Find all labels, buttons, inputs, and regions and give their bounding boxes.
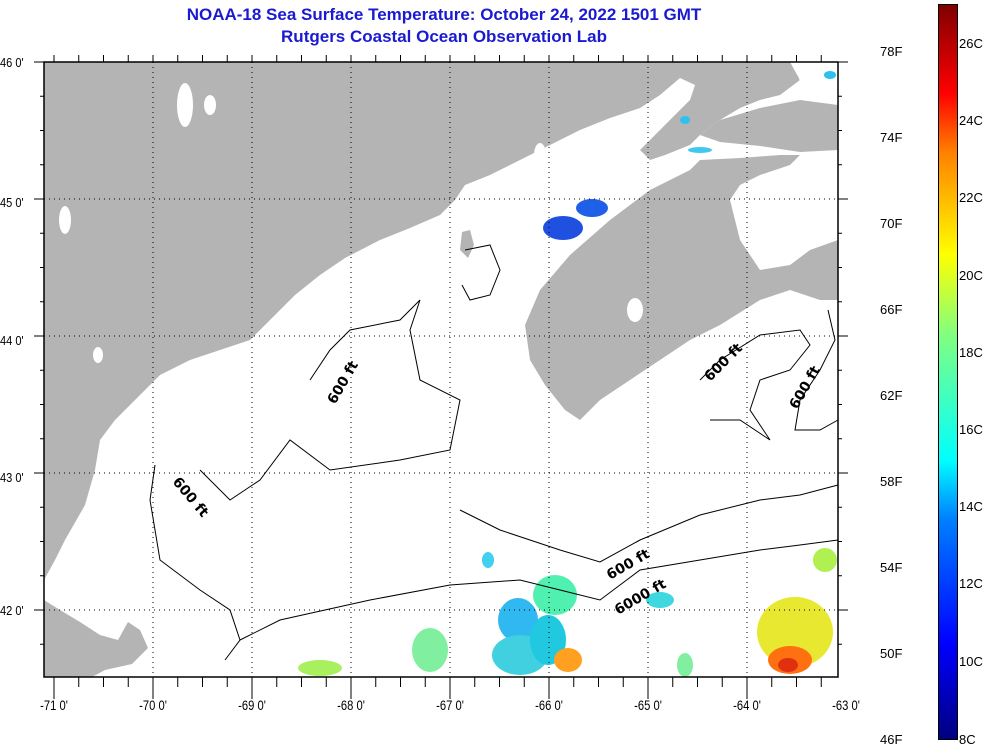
lon-label: -63 0'	[832, 697, 860, 713]
water-top-right	[795, 62, 838, 98]
lon-label: -65 0'	[634, 697, 662, 713]
colorbar-c-label: 20C	[959, 268, 983, 283]
lakes	[59, 83, 643, 363]
axis-ticks	[34, 55, 848, 699]
colorbar-c-label: 26C	[959, 36, 983, 51]
colorbar-c-label: 22C	[959, 190, 983, 205]
colorbar-c-label: 18C	[959, 345, 983, 360]
colorbar-c-label: 14C	[959, 499, 983, 514]
colorbar-c-label: 24C	[959, 113, 983, 128]
depth-contours	[149, 244, 839, 661]
lat-label: 45 0'	[0, 195, 24, 210]
colorbar-f-label: 58F	[880, 474, 903, 489]
title-line-2: Rutgers Coastal Ocean Observation Lab	[281, 27, 607, 46]
colorbar-f-label: 62F	[880, 388, 903, 403]
colorbar-c-label: 8C	[959, 732, 976, 747]
lat-label: 44 0'	[0, 333, 24, 348]
map-frame	[43, 61, 839, 678]
contour-banks	[461, 244, 501, 301]
contour-600ft-east1	[699, 329, 811, 441]
lon-label: -67 0'	[436, 697, 464, 713]
colorbar-f-label: 54F	[880, 560, 903, 575]
lon-label: -71 0'	[40, 697, 68, 713]
land-grand-manan	[460, 230, 474, 258]
colorbar-c-label: 10C	[959, 654, 983, 669]
colorbar-f-label: 70F	[880, 216, 903, 231]
lon-label: -64 0'	[733, 697, 761, 713]
sst-patches	[298, 71, 837, 677]
colorbar-c-label: 16C	[959, 422, 983, 437]
contour-600ft-east2	[794, 309, 839, 431]
colorbar-f-label: 78F	[880, 44, 903, 59]
colorbar-f-label: 66F	[880, 302, 903, 317]
colorbar-c-label: 12C	[959, 576, 983, 591]
temperature-colorbar	[938, 4, 958, 740]
contour-6000ft	[239, 539, 839, 641]
land-upper-right	[700, 100, 838, 152]
contour-shelf-600ft	[459, 484, 839, 563]
lon-label: -70 0'	[139, 697, 167, 713]
lat-label: 42 0'	[0, 603, 24, 618]
title-line-1: NOAA-18 Sea Surface Temperature: October…	[186, 5, 702, 24]
colorbar-f-label: 46F	[880, 732, 903, 747]
land-nova-scotia	[525, 155, 838, 420]
land	[44, 62, 838, 677]
lon-label: -69 0'	[238, 697, 266, 713]
contour-600ft-gulf	[199, 299, 461, 501]
lat-label: 46 0'	[0, 55, 24, 70]
lon-label: -66 0'	[535, 697, 563, 713]
land-cape-cod	[44, 600, 148, 677]
lat-label: 43 0'	[0, 470, 24, 485]
land-mainland	[44, 62, 800, 580]
colorbar-f-label: 50F	[880, 646, 903, 661]
lon-label: -68 0'	[337, 697, 365, 713]
colorbar-f-label: 74F	[880, 130, 903, 145]
